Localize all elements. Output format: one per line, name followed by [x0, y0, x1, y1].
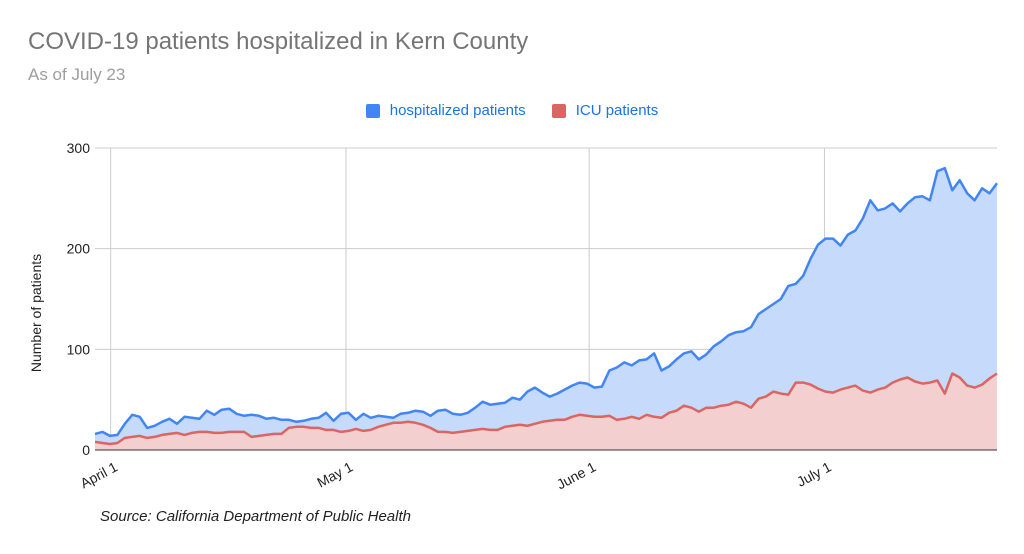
series-line-icu [94, 372, 998, 446]
legend-label-icu: ICU patients [575, 102, 659, 119]
y-tick-label: 300 [67, 140, 91, 156]
series-area-icu [95, 373, 997, 450]
legend-label-hospitalized: hospitalized patients [389, 102, 526, 119]
legend-item-hospitalized[interactable]: hospitalized patients [365, 102, 526, 119]
y-axis-ticks: 0 100 200 300 [67, 140, 91, 458]
series-areas [95, 168, 997, 450]
y-tick-label: 100 [67, 341, 91, 357]
x-tick-label: July 1 [794, 458, 834, 489]
legend: hospitalized patients ICU patients [0, 102, 1024, 119]
legend-item-icu[interactable]: ICU patients [551, 102, 659, 119]
x-tick-label: June 1 [554, 458, 599, 492]
series-area-hospitalized [95, 168, 997, 450]
legend-swatch-icu [551, 103, 566, 118]
x-tick-label: May 1 [314, 458, 355, 490]
legend-swatch-hospitalized [365, 103, 380, 118]
y-tick-label: 0 [82, 442, 90, 458]
chart-subtitle: As of July 23 [28, 65, 126, 84]
x-tick-label: April 1 [78, 458, 121, 491]
chart-title: COVID-19 patients hospitalized in Kern C… [28, 28, 529, 55]
source-note: Source: California Department of Public … [100, 508, 411, 525]
series-line-hospitalized [94, 166, 999, 438]
series-lines [94, 166, 999, 451]
y-axis-label: Number of patients [28, 254, 44, 372]
y-tick-label: 200 [67, 241, 91, 257]
x-axis-ticks: April 1 May 1 June 1 July 1 [78, 458, 834, 492]
